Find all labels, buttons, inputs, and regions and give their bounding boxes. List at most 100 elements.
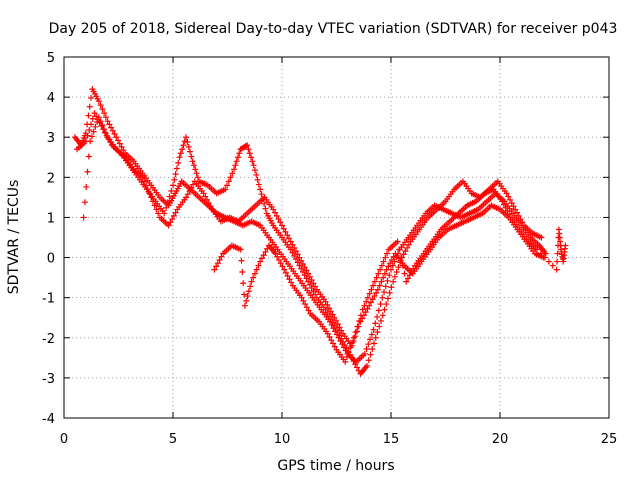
data-point <box>237 246 244 253</box>
data-point <box>89 115 96 122</box>
data-point <box>394 238 401 245</box>
data-point <box>391 273 398 280</box>
x-tick-label: 10 <box>274 432 291 447</box>
data-point <box>353 364 360 371</box>
chart-title: Day 205 of 2018, Sidereal Day-to-day VTE… <box>49 21 618 37</box>
data-point <box>410 265 417 272</box>
data-point <box>179 146 186 153</box>
data-point <box>388 284 395 291</box>
y-tick-label: 4 <box>47 91 55 106</box>
data-point <box>324 301 331 308</box>
data-point <box>180 142 187 149</box>
data-point <box>97 102 104 109</box>
data-point <box>342 358 349 365</box>
data-point <box>169 216 176 223</box>
data-point <box>116 140 123 147</box>
data-point <box>303 275 310 282</box>
data-point <box>258 191 265 198</box>
data-point <box>329 311 336 318</box>
data-point <box>370 282 377 289</box>
data-point <box>383 266 390 273</box>
x-tick-label: 5 <box>169 432 177 447</box>
data-point <box>386 272 393 279</box>
data-point <box>172 171 179 178</box>
data-point <box>161 210 168 217</box>
data-point <box>279 263 286 270</box>
data-point <box>189 158 196 165</box>
series-track-b <box>74 110 545 377</box>
data-point <box>299 260 306 267</box>
series-track-a <box>71 86 549 365</box>
data-point <box>399 262 406 269</box>
data-point <box>270 206 277 213</box>
data-point <box>554 258 561 265</box>
data-point <box>357 318 364 325</box>
data-point <box>97 118 104 125</box>
data-point <box>302 301 309 308</box>
data-point <box>356 317 363 324</box>
x-axis-label: GPS time / hours <box>277 458 394 474</box>
data-point <box>167 219 174 226</box>
data-point <box>324 309 331 316</box>
data-point <box>202 193 209 200</box>
data-point <box>242 143 249 150</box>
data-point <box>378 278 385 285</box>
data-point <box>504 208 511 215</box>
x-tick-label: 20 <box>492 432 509 447</box>
data-point <box>328 337 335 344</box>
data-point <box>181 138 188 145</box>
data-point <box>369 296 376 303</box>
data-point <box>390 253 397 260</box>
data-point <box>306 281 313 288</box>
data-point <box>330 340 337 347</box>
data-point <box>382 283 389 290</box>
data-point <box>406 272 413 279</box>
data-point <box>250 162 257 169</box>
data-point <box>204 196 211 203</box>
data-point <box>99 106 106 113</box>
y-tick-label: 2 <box>47 171 55 186</box>
data-point <box>303 304 310 311</box>
data-point <box>364 294 371 301</box>
data-point <box>341 341 348 348</box>
x-tick-label: 0 <box>60 432 68 447</box>
plot-frame <box>63 56 610 419</box>
data-point <box>234 154 241 161</box>
data-point <box>84 168 91 175</box>
data-point <box>370 326 377 333</box>
data-point <box>338 335 345 342</box>
data-point <box>292 248 299 255</box>
data-point <box>239 268 246 275</box>
data-point <box>405 241 412 248</box>
data-point <box>90 128 97 135</box>
data-point <box>376 282 383 289</box>
data-point <box>229 170 236 177</box>
data-point <box>231 166 238 173</box>
data-point <box>236 150 243 157</box>
data-point <box>553 266 560 273</box>
data-point <box>333 317 340 324</box>
data-point <box>541 254 548 261</box>
data-point <box>142 182 149 189</box>
data-point <box>183 134 190 141</box>
data-point <box>545 258 552 265</box>
data-point <box>298 294 305 301</box>
data-point <box>200 190 207 197</box>
data-point <box>500 201 507 208</box>
data-point <box>166 193 173 200</box>
data-point <box>388 256 395 263</box>
data-point <box>88 121 95 128</box>
data-point <box>537 250 544 257</box>
x-tick-label: 25 <box>601 432 618 447</box>
data-point <box>165 222 172 229</box>
data-point <box>378 262 385 269</box>
data-point <box>354 323 361 330</box>
data-point <box>139 174 146 181</box>
data-point <box>120 147 127 154</box>
data-point <box>385 263 392 270</box>
data-point <box>329 319 336 326</box>
data-point <box>372 320 379 327</box>
data-point <box>503 190 510 197</box>
y-tick-label: 0 <box>47 252 55 267</box>
data-point <box>102 114 109 121</box>
